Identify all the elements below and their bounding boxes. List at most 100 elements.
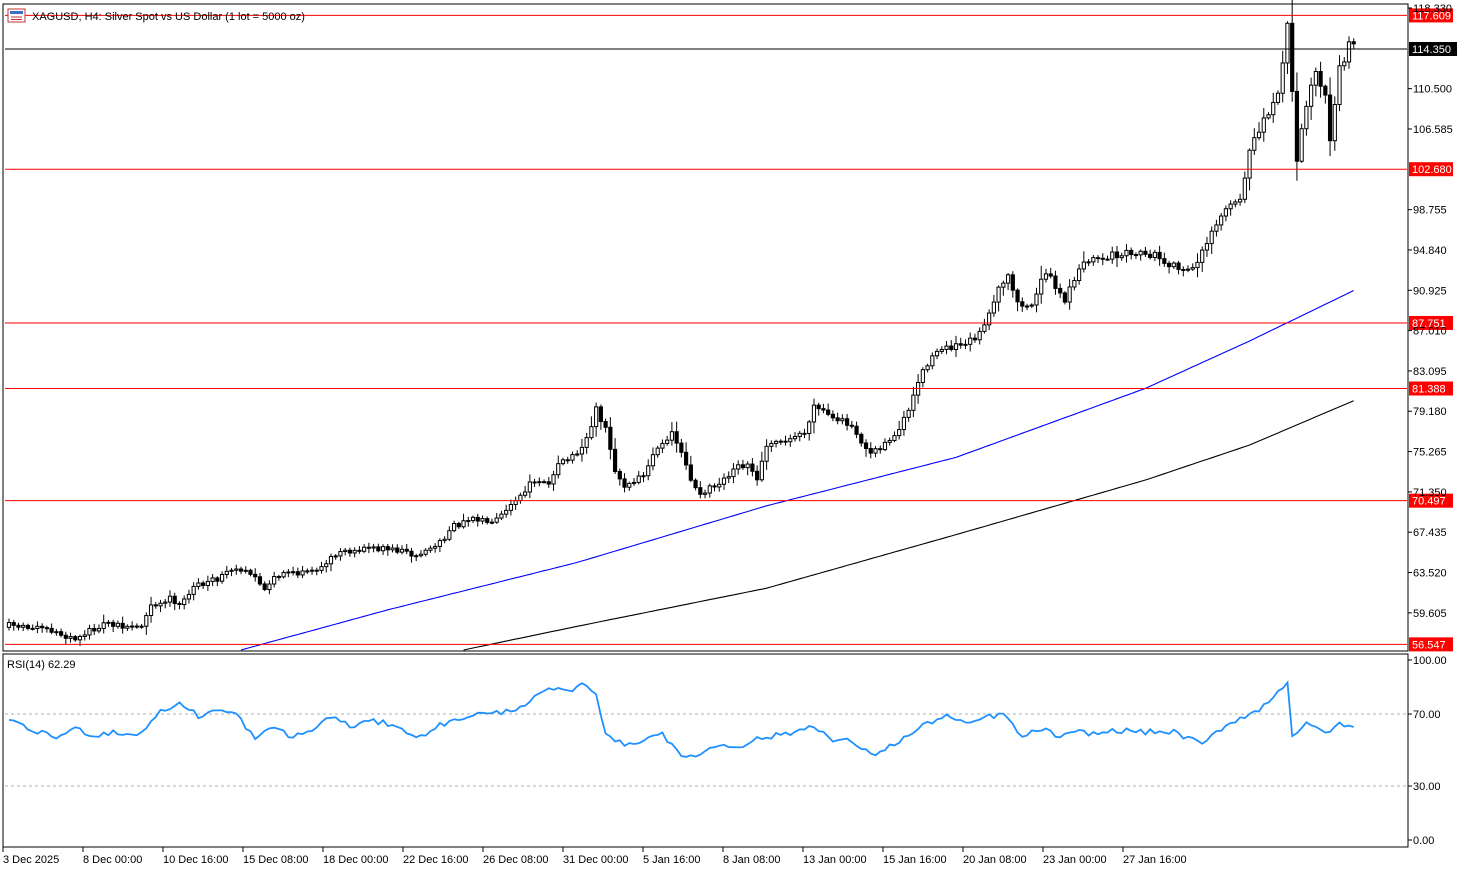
candle — [338, 548, 343, 561]
candle-body — [1043, 273, 1049, 280]
candle-body — [565, 459, 570, 462]
candle-body — [314, 569, 319, 572]
candle-body — [224, 570, 229, 575]
candle-body — [196, 582, 201, 587]
candle-body — [977, 330, 982, 341]
candle-body — [1119, 255, 1124, 259]
candle-body — [769, 442, 774, 447]
candle — [598, 404, 603, 430]
price-tick-label: 75.265 — [1413, 447, 1447, 459]
candle-body — [470, 516, 476, 522]
candle — [1152, 249, 1157, 262]
candle-body — [96, 628, 102, 632]
candle — [418, 550, 424, 558]
candle — [219, 571, 225, 584]
candle — [1110, 246, 1115, 264]
candle-body — [130, 625, 135, 628]
candle-body — [25, 624, 31, 629]
candle — [49, 623, 54, 635]
current-price-line: 114.350 — [5, 41, 1457, 56]
candle-body — [447, 530, 452, 540]
candle — [224, 565, 229, 579]
candle-body — [1238, 198, 1243, 203]
candle — [1280, 50, 1285, 103]
candle — [385, 543, 390, 556]
candle — [1204, 236, 1210, 257]
candle — [963, 339, 968, 349]
candle-body — [1058, 287, 1063, 294]
candle — [309, 566, 315, 575]
candle — [1043, 268, 1049, 283]
candle-body — [1190, 267, 1195, 270]
candle — [475, 513, 480, 527]
candle — [21, 622, 26, 632]
candle — [1256, 122, 1262, 141]
candle — [234, 564, 239, 575]
candle-body — [54, 631, 59, 634]
candle-body — [305, 570, 310, 573]
candle — [527, 474, 532, 499]
candle-body — [541, 481, 547, 484]
candle-body — [6, 622, 12, 628]
time-tick-label: 15 Dec 08:00 — [243, 854, 308, 866]
time-tick-label: 3 Dec 2025 — [3, 854, 59, 866]
candle-body — [669, 431, 674, 441]
candle — [556, 455, 561, 479]
candle — [636, 470, 641, 485]
candle — [144, 612, 149, 635]
candle — [16, 622, 21, 631]
candle-body — [556, 463, 561, 476]
candle-body — [646, 465, 651, 477]
candle — [1148, 249, 1153, 260]
level-label-bg — [1409, 162, 1453, 177]
candle — [319, 561, 324, 574]
candle-body — [788, 438, 793, 443]
candle-body — [1332, 104, 1337, 142]
candle-body — [1148, 253, 1153, 259]
candle — [740, 459, 746, 470]
candle-body — [1138, 250, 1143, 256]
candle-body — [726, 476, 731, 479]
candle — [579, 438, 585, 462]
candle — [835, 412, 840, 425]
horizontal-levels[interactable]: 117.609 102.680 87.751 81.388 70.497 56.547 — [5, 8, 1453, 652]
candle — [1290, 0, 1295, 102]
candle-body — [215, 577, 220, 582]
candle-body — [579, 446, 585, 455]
candle-body — [1252, 137, 1257, 151]
candle — [934, 348, 940, 360]
candle — [1086, 259, 1091, 267]
candle — [485, 516, 490, 525]
time-tick-label: 27 Jan 16:00 — [1123, 854, 1187, 866]
level-label: 56.547 — [1412, 639, 1446, 651]
time-tick-label: 23 Jan 00:00 — [1043, 854, 1107, 866]
candle-body — [1176, 262, 1181, 270]
candle-body — [1053, 275, 1058, 289]
rsi-axis: 100.00 70.00 30.00 0.00 — [1408, 655, 1447, 847]
candle — [1342, 56, 1347, 71]
candle-body — [1095, 257, 1101, 260]
candle — [1091, 254, 1096, 266]
candle-body — [229, 569, 234, 572]
rsi-tick-label: 70.00 — [1413, 709, 1441, 721]
candle — [73, 635, 78, 642]
candle — [750, 458, 755, 477]
candle-body — [1271, 101, 1276, 116]
candle-body — [1266, 114, 1271, 119]
candle — [797, 430, 802, 442]
candle — [930, 352, 935, 370]
candle-body — [532, 481, 537, 484]
candle-body — [139, 625, 144, 628]
moving-averages — [240, 290, 1354, 651]
candle — [532, 478, 537, 488]
candle — [1195, 253, 1200, 278]
candle — [257, 572, 263, 587]
candle-body — [399, 548, 405, 553]
rsi-panel-frame — [2, 653, 1409, 848]
candle-body — [1091, 257, 1096, 263]
rsi-tick-label: 30.00 — [1413, 781, 1441, 793]
candle — [54, 628, 59, 636]
candle-body — [854, 425, 859, 435]
candle-body — [1299, 128, 1304, 162]
